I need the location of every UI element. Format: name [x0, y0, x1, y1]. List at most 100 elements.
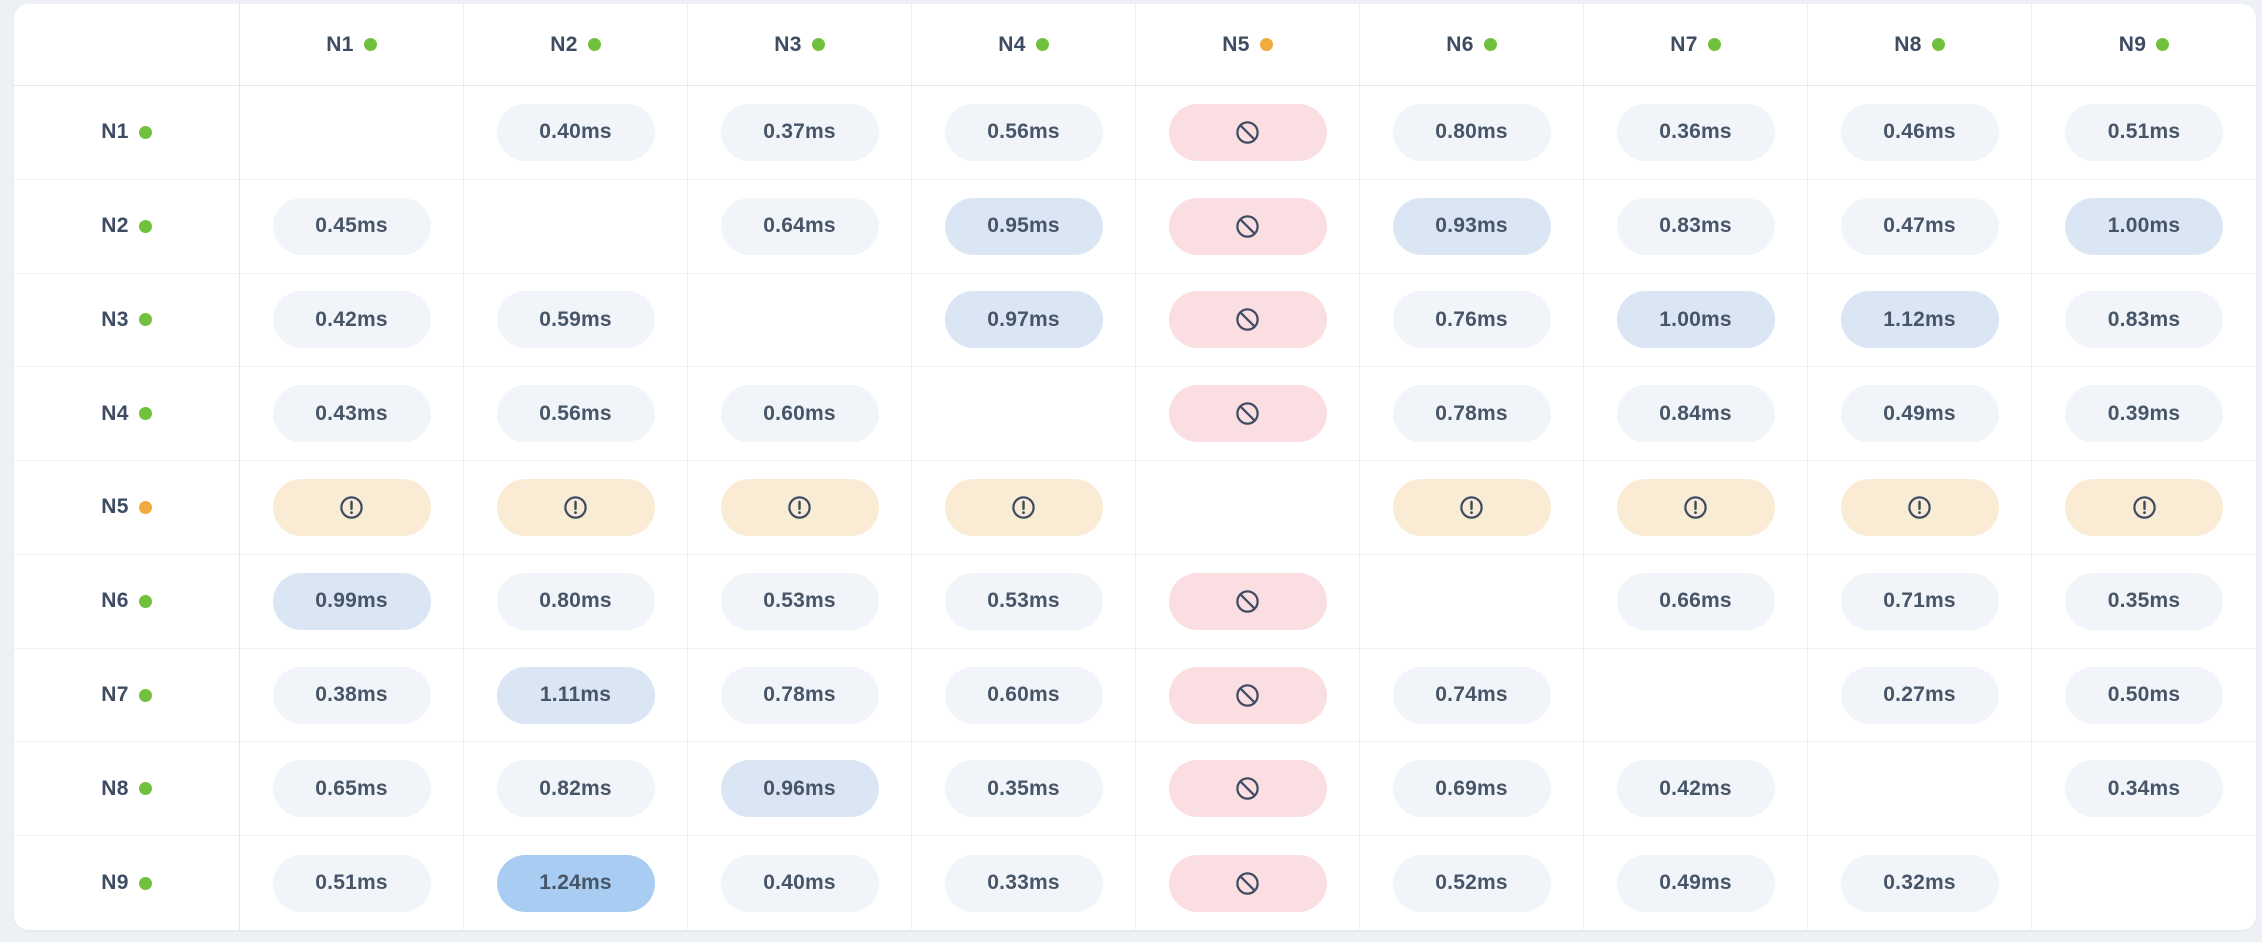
- latency-pill[interactable]: 0.97ms: [944, 291, 1103, 349]
- latency-pill[interactable]: 0.53ms: [720, 572, 879, 630]
- latency-pill[interactable]: 0.65ms: [272, 760, 431, 818]
- no-entry-icon: [1236, 871, 1259, 895]
- latency-pill[interactable]: 0.32ms: [1840, 854, 1999, 912]
- latency-pill[interactable]: 0.37ms: [720, 103, 879, 161]
- latency-pill[interactable]: 0.33ms: [944, 854, 1103, 912]
- node-label: N6: [101, 589, 152, 613]
- latency-pill[interactable]: 0.69ms: [1392, 760, 1551, 818]
- cell-N2-N3: 0.64ms: [688, 179, 912, 274]
- cell-N7-N9: 0.50ms: [2032, 649, 2256, 743]
- latency-pill[interactable]: 0.39ms: [2065, 385, 2223, 443]
- latency-pill[interactable]: 0.74ms: [1392, 666, 1551, 724]
- cell-N4-N9: 0.39ms: [2032, 367, 2256, 462]
- latency-pill[interactable]: 0.42ms: [1616, 760, 1775, 818]
- latency-pill[interactable]: 0.47ms: [1840, 197, 1999, 255]
- latency-pill[interactable]: 0.60ms: [944, 666, 1103, 724]
- latency-pill[interactable]: 0.99ms: [272, 572, 431, 630]
- latency-pill[interactable]: 0.83ms: [2065, 291, 2223, 349]
- warning-pill[interactable]: [496, 478, 655, 536]
- latency-pill[interactable]: 0.43ms: [272, 385, 431, 443]
- latency-pill[interactable]: 1.12ms: [1840, 291, 1999, 349]
- latency-pill[interactable]: 0.46ms: [1840, 103, 1999, 161]
- warning-pill[interactable]: [944, 478, 1103, 536]
- latency-pill[interactable]: 0.71ms: [1840, 572, 1999, 630]
- latency-pill[interactable]: 0.80ms: [496, 572, 655, 630]
- latency-pill[interactable]: 0.60ms: [720, 385, 879, 443]
- cell-N2-N7: 0.83ms: [1584, 179, 1808, 274]
- latency-pill[interactable]: 0.80ms: [1392, 103, 1551, 161]
- latency-pill[interactable]: 0.83ms: [1616, 197, 1775, 255]
- latency-pill[interactable]: 0.52ms: [1392, 854, 1551, 912]
- latency-pill[interactable]: 0.56ms: [496, 385, 655, 443]
- latency-pill[interactable]: 0.51ms: [2065, 103, 2223, 161]
- latency-pill[interactable]: 0.36ms: [1616, 103, 1775, 161]
- blocked-pill[interactable]: [1168, 385, 1327, 443]
- col-header-N8: N8: [1808, 4, 2032, 86]
- blocked-pill[interactable]: [1168, 197, 1327, 255]
- col-header-N2: N2: [464, 4, 688, 86]
- row-header-N9: N9: [14, 836, 240, 930]
- node-name: N8: [101, 776, 129, 800]
- latency-pill[interactable]: 1.11ms: [496, 666, 655, 724]
- cell-N1-N9: 0.51ms: [2032, 86, 2256, 180]
- cell-N1-N6: 0.80ms: [1360, 86, 1584, 180]
- node-label: N2: [101, 214, 152, 238]
- alert-circle-icon: [564, 496, 587, 519]
- latency-pill[interactable]: 0.35ms: [944, 760, 1103, 818]
- latency-pill[interactable]: 0.56ms: [944, 103, 1103, 161]
- node-label: N4: [998, 33, 1049, 57]
- cell-N5-N4: [912, 461, 1136, 555]
- warning-pill[interactable]: [720, 478, 879, 536]
- cell-N5-N6: [1360, 461, 1584, 555]
- latency-pill[interactable]: 0.66ms: [1616, 572, 1775, 630]
- latency-pill[interactable]: 0.34ms: [2065, 760, 2223, 818]
- blocked-pill[interactable]: [1168, 572, 1327, 630]
- latency-pill[interactable]: 0.49ms: [1840, 385, 1999, 443]
- latency-pill[interactable]: 0.50ms: [2065, 666, 2223, 724]
- latency-pill[interactable]: 0.96ms: [720, 760, 879, 818]
- cell-N7-N5: [1136, 648, 1360, 743]
- cell-N5-N9: [2032, 461, 2256, 555]
- latency-pill[interactable]: 1.24ms: [496, 854, 655, 912]
- warning-pill[interactable]: [1616, 478, 1775, 536]
- blocked-pill[interactable]: [1168, 666, 1327, 724]
- latency-pill[interactable]: 0.27ms: [1840, 666, 1999, 724]
- latency-pill[interactable]: 0.95ms: [944, 197, 1103, 255]
- no-entry-icon: [1236, 121, 1259, 144]
- blocked-pill[interactable]: [1168, 854, 1327, 912]
- latency-pill[interactable]: 0.76ms: [1392, 291, 1551, 349]
- latency-pill[interactable]: 1.00ms: [2065, 197, 2223, 255]
- blocked-pill[interactable]: [1168, 103, 1327, 161]
- latency-pill[interactable]: 0.40ms: [496, 103, 655, 161]
- latency-pill[interactable]: 0.51ms: [272, 854, 431, 912]
- latency-pill[interactable]: 0.35ms: [2065, 572, 2223, 630]
- warning-pill[interactable]: [272, 478, 431, 536]
- col-header-N7: N7: [1584, 4, 1808, 86]
- cell-N3-N9: 0.83ms: [2032, 274, 2256, 368]
- latency-pill[interactable]: 1.00ms: [1616, 291, 1775, 349]
- blocked-pill[interactable]: [1168, 760, 1327, 818]
- latency-pill[interactable]: 0.49ms: [1616, 854, 1775, 912]
- cell-N3-N5: [1136, 273, 1360, 368]
- latency-pill[interactable]: 0.42ms: [272, 291, 431, 349]
- warning-pill[interactable]: [2065, 478, 2223, 536]
- latency-pill[interactable]: 0.64ms: [720, 197, 879, 255]
- cell-N7-N8: 0.27ms: [1808, 648, 2032, 743]
- latency-pill[interactable]: 0.45ms: [272, 197, 431, 255]
- cell-N6-N4: 0.53ms: [912, 554, 1136, 649]
- blocked-pill[interactable]: [1168, 291, 1327, 349]
- warning-pill[interactable]: [1392, 478, 1551, 536]
- latency-pill[interactable]: 0.53ms: [944, 572, 1103, 630]
- latency-pill[interactable]: 0.78ms: [720, 666, 879, 724]
- latency-pill[interactable]: 0.59ms: [496, 291, 655, 349]
- latency-pill[interactable]: 0.38ms: [272, 666, 431, 724]
- node-name: N9: [101, 871, 129, 895]
- cell-N9-N5: [1136, 836, 1360, 930]
- latency-pill[interactable]: 0.84ms: [1616, 385, 1775, 443]
- cell-N2-N6: 0.93ms: [1360, 179, 1584, 274]
- latency-pill[interactable]: 0.93ms: [1392, 197, 1551, 255]
- warning-pill[interactable]: [1840, 478, 1999, 536]
- latency-pill[interactable]: 0.78ms: [1392, 385, 1551, 443]
- latency-pill[interactable]: 0.82ms: [496, 760, 655, 818]
- latency-pill[interactable]: 0.40ms: [720, 854, 879, 912]
